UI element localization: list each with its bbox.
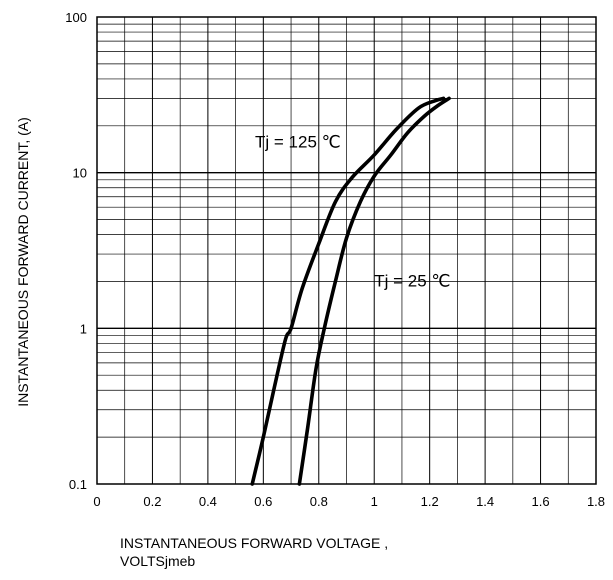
series-line-tj-125 (250, 96, 446, 486)
x-tick-label: 1.8 (587, 494, 605, 509)
x-tick-label: 0.8 (310, 494, 328, 509)
y-tick-label: 100 (65, 10, 87, 25)
x-tick-label: 1.4 (476, 494, 494, 509)
plot-frame (96, 16, 597, 485)
y-tick-label: 0.1 (69, 477, 87, 492)
annotations: Tj = 125 ℃ Tj = 25 ℃ (255, 133, 450, 291)
x-tick-label: 0 (93, 494, 100, 509)
x-axis-title-line2: VOLTSjmeb (120, 553, 195, 569)
series-layer (250, 96, 451, 486)
annotation-tj-125: Tj = 125 ℃ (255, 133, 341, 152)
x-tick-label: 1.6 (532, 494, 550, 509)
x-tick-label: 0.6 (254, 494, 272, 509)
y-tick-label: 10 (73, 166, 87, 181)
major-grid (97, 17, 596, 484)
y-tick-label: 1 (80, 321, 87, 336)
x-tick-labels: 0 0.2 0.4 0.6 0.8 1 1.2 1.4 1.6 1.8 (93, 494, 605, 509)
x-tick-label: 1.2 (421, 494, 439, 509)
minor-grid (97, 17, 596, 484)
x-axis-title: INSTANTANEOUS FORWARD VOLTAGE , (120, 535, 388, 551)
y-axis-title: INSTANTANEOUS FORWARD CURRENT, (A) (15, 117, 31, 407)
y-tick-labels: 0.1 1 10 100 (65, 10, 87, 492)
annotation-tj-25: Tj = 25 ℃ (374, 272, 450, 291)
x-tick-label: 0.2 (143, 494, 161, 509)
series-line-tj-25 (297, 96, 451, 486)
x-tick-label: 0.4 (199, 494, 217, 509)
x-tick-label: 1 (371, 494, 378, 509)
